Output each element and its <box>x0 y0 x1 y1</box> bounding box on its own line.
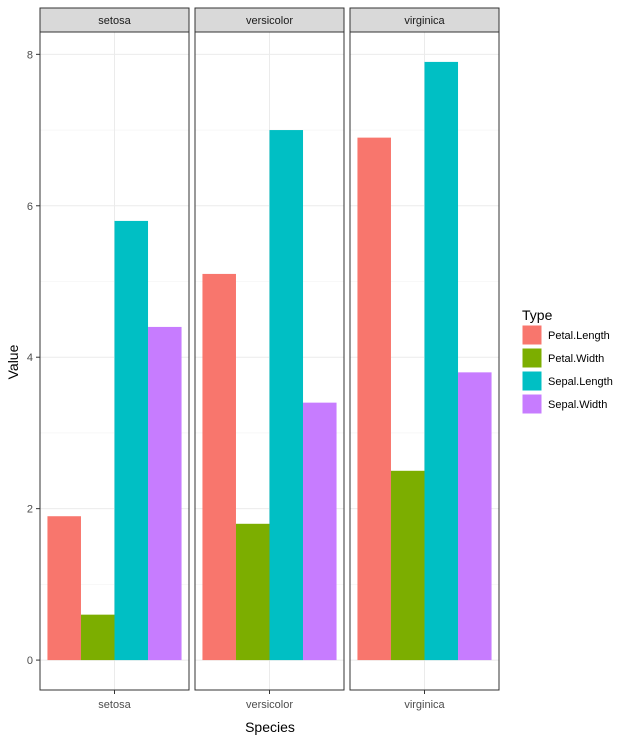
facet-strip <box>349 7 500 33</box>
x-axis-title: Species <box>245 719 295 735</box>
bar-sepal-width-setosa <box>148 326 182 661</box>
y-tick-label: 4 <box>27 352 33 364</box>
bar-petal-length-versicolor <box>202 273 236 661</box>
bar-sepal-length-virginica <box>424 61 459 661</box>
facet-panels: setosa setosa versicolor versicolor virginic… <box>39 7 500 711</box>
legend: Type Petal.Length Petal.Width Sepal.Length… <box>521 307 613 415</box>
x-tick-label: versicolor <box>246 699 293 711</box>
bar-sepal-length-versicolor <box>269 130 304 661</box>
y-tick-label: 2 <box>27 504 33 516</box>
x-tick-label: setosa <box>98 699 131 711</box>
legend-label: Petal.Width <box>548 353 604 365</box>
facet-panel-versicolor: versicolor versicolor <box>194 7 345 711</box>
legend-label: Sepal.Length <box>548 376 613 388</box>
x-tick-label: virginica <box>404 699 445 711</box>
facet-panel-virginica: virginica virginica <box>349 7 500 711</box>
y-tick-label: 0 <box>27 655 33 667</box>
legend-key <box>521 324 543 346</box>
facet-strip-label: setosa <box>98 15 131 27</box>
bar-petal-width-setosa <box>80 614 115 661</box>
legend-label: Petal.Length <box>548 330 610 342</box>
bar-sepal-length-setosa <box>114 220 149 661</box>
bar-petal-length-setosa <box>47 516 81 661</box>
legend-key <box>521 370 543 392</box>
legend-item-sepal-width: Sepal.Width <box>521 393 607 415</box>
y-tick-label: 6 <box>27 201 33 213</box>
bar-petal-width-virginica <box>390 470 425 661</box>
bar-sepal-width-virginica <box>458 372 492 661</box>
y-axis: 0 2 4 6 8 <box>27 49 40 667</box>
legend-label: Sepal.Width <box>548 399 607 411</box>
bar-petal-length-virginica <box>357 137 391 661</box>
bar-sepal-width-versicolor <box>303 402 337 661</box>
facet-strip-label: virginica <box>404 15 445 27</box>
legend-item-petal-width: Petal.Width <box>521 347 604 369</box>
bar-petal-width-versicolor <box>235 523 270 661</box>
facet-panel-setosa: setosa setosa <box>39 7 190 711</box>
facet-strip <box>39 7 190 33</box>
y-axis-title: Value <box>5 344 21 379</box>
y-tick-label: 8 <box>27 49 33 61</box>
legend-item-sepal-length: Sepal.Length <box>521 370 613 392</box>
legend-title: Type <box>522 307 553 323</box>
legend-key <box>521 347 543 369</box>
facet-strip-label: versicolor <box>246 15 293 27</box>
legend-item-petal-length: Petal.Length <box>521 324 610 346</box>
legend-key <box>521 393 543 415</box>
